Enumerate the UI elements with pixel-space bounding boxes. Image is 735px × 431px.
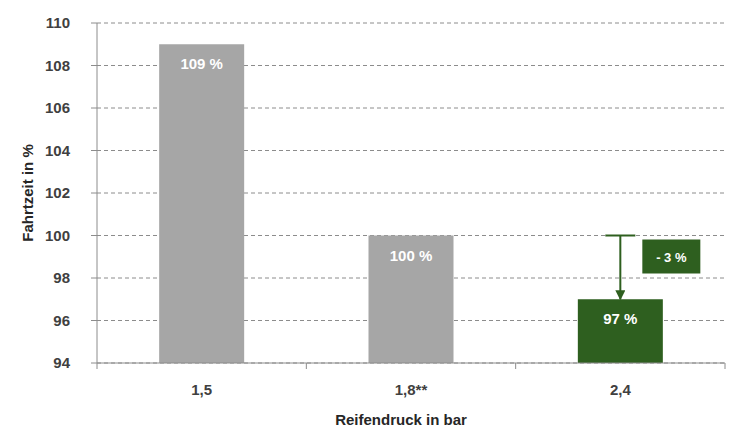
y-tick <box>91 108 97 109</box>
y-tick-label: 108 <box>45 57 70 74</box>
y-tick-label: 110 <box>46 14 70 31</box>
grid-line <box>97 23 725 24</box>
chart-container: 94 96 98 100 102 104 106 108 110 1,5 1,8** 2,4 109 %… <box>0 0 735 431</box>
y-tick-label: 102 <box>45 184 70 201</box>
y-tick <box>91 65 97 66</box>
x-axis <box>97 363 725 364</box>
annotation-text: - 3 % <box>656 250 687 265</box>
x-tick-label: 1,8** <box>395 381 428 398</box>
y-tick <box>91 235 97 236</box>
data-label: 109 % <box>180 55 223 72</box>
grid <box>97 23 725 363</box>
data-label: 97 % <box>603 310 637 327</box>
x-tick-label: 2,4 <box>610 381 632 398</box>
bars <box>159 44 663 363</box>
y-axis <box>97 23 98 363</box>
x-axis-title: Reifendruck in bar <box>335 411 467 428</box>
x-tick <box>515 363 516 369</box>
y-tick-label: 106 <box>45 99 70 116</box>
y-tick-label: 104 <box>45 142 71 159</box>
x-tick <box>725 363 726 369</box>
data-label: 100 % <box>390 247 433 264</box>
x-tick <box>306 363 307 369</box>
bar <box>369 236 454 364</box>
y-tick <box>91 193 97 194</box>
bar <box>578 299 663 363</box>
annotation-arrow <box>619 236 621 300</box>
y-tick <box>91 23 97 24</box>
chart-svg: 94 96 98 100 102 104 106 108 110 1,5 1,8** 2,4 109 %… <box>0 0 735 431</box>
grid-line <box>97 363 725 364</box>
y-tick <box>91 320 97 321</box>
y-tick-label: 98 <box>53 269 70 286</box>
y-axis-title: Fahrtzeit in % <box>19 144 36 242</box>
y-tick <box>91 278 97 279</box>
annotation-box <box>642 240 700 274</box>
x-tick-label: 1,5 <box>191 381 212 398</box>
y-tick-label: 94 <box>53 354 70 371</box>
x-tick <box>97 363 98 369</box>
y-tick <box>91 150 97 151</box>
y-tick-label: 96 <box>53 312 70 329</box>
y-tick <box>91 363 97 364</box>
bar <box>159 44 244 363</box>
y-tick-label: 100 <box>45 227 70 244</box>
